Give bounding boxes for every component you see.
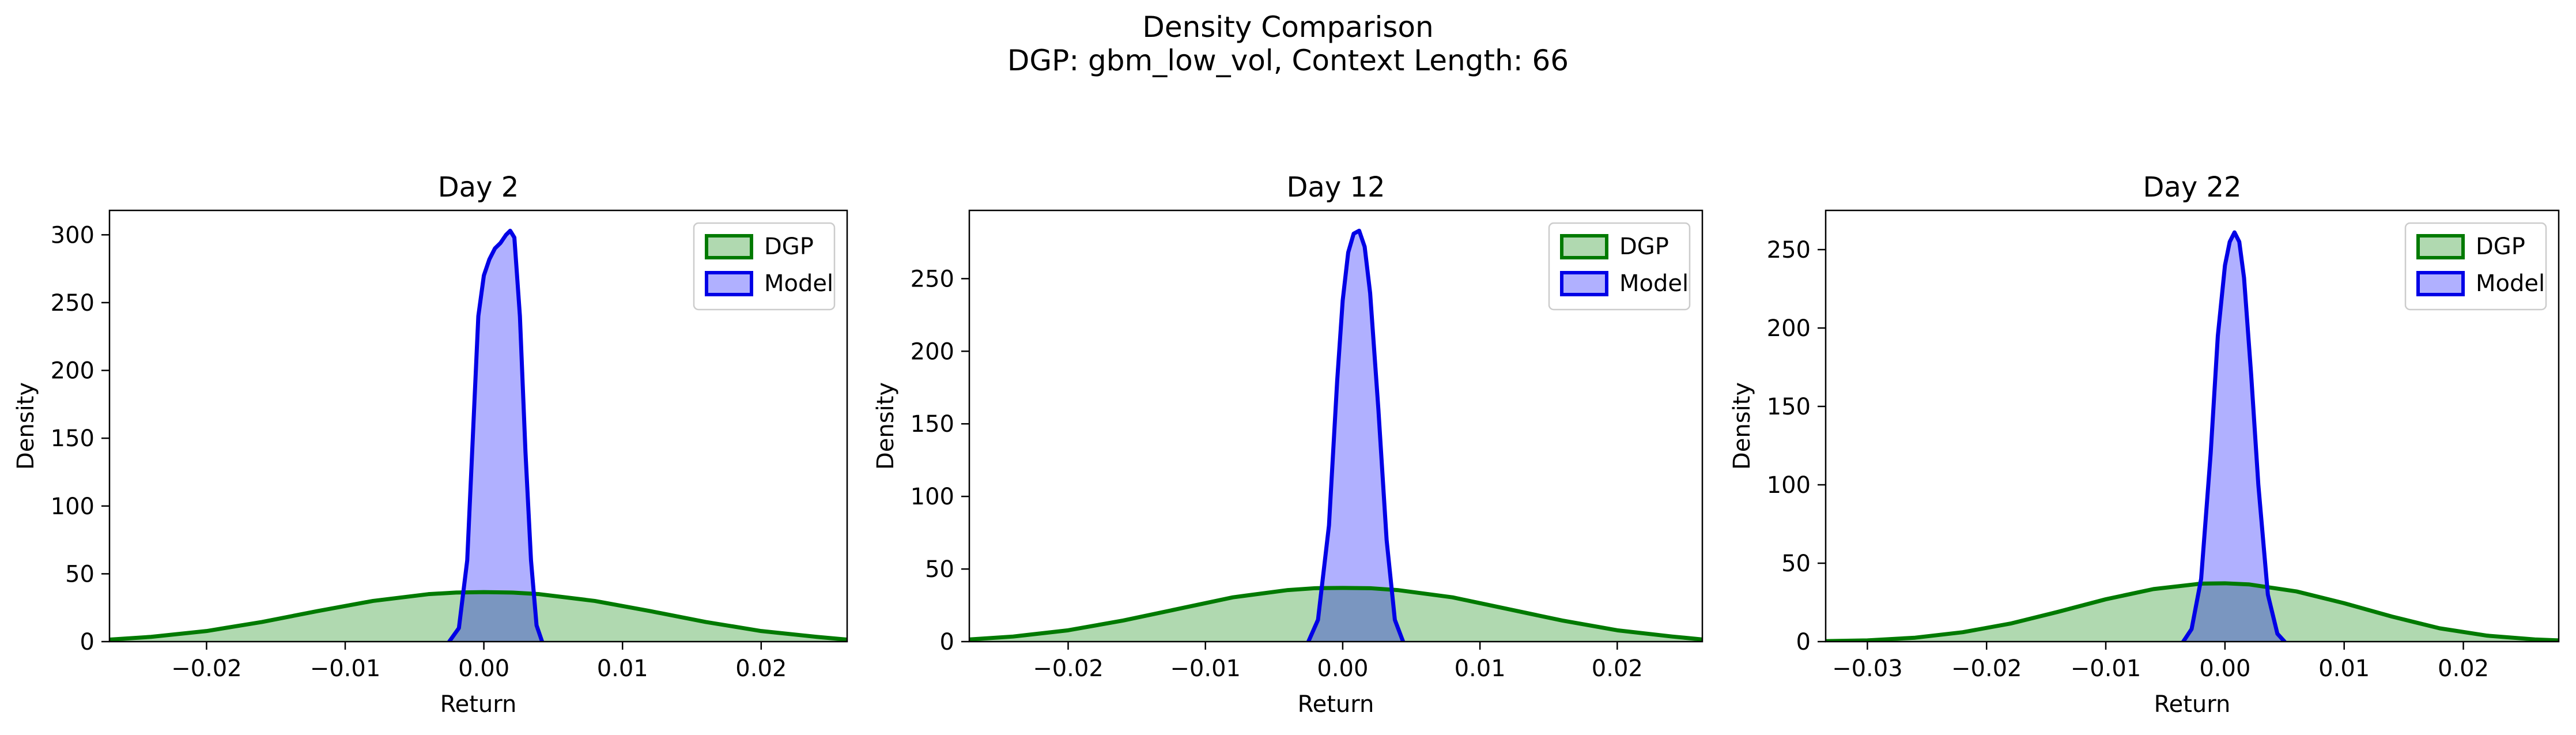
x-axis-label: Return <box>1298 691 1374 718</box>
x-tick-label: 0.00 <box>2199 655 2250 682</box>
overlap-area <box>449 592 542 642</box>
chart-panel-2: −0.02 −0.01 0.00 0.01 0.02 0 50 100 150 200 250 Day… <box>872 171 1704 718</box>
x-tick-label: −0.02 <box>171 655 242 682</box>
series-model-line <box>447 228 545 642</box>
legend-swatch-model <box>705 271 753 296</box>
legend-swatch-model <box>2416 271 2465 296</box>
legend-label-model: Model <box>1619 270 1689 297</box>
series-dgp-area <box>1826 583 2559 642</box>
x-tick-label: −0.01 <box>310 655 381 682</box>
chart-panel-1: −0.02 −0.01 0.00 0.01 0.02 0 50 100 150 200 250 300… <box>13 171 848 718</box>
x-tick-label: 0.00 <box>1317 655 1368 682</box>
y-tick-label: 250 <box>51 290 95 316</box>
legend-label-model: Model <box>2476 270 2545 297</box>
y-tick-label: 150 <box>1767 394 1811 420</box>
y-tick-label: 150 <box>911 411 954 438</box>
legend-label-model: Model <box>764 270 833 297</box>
x-tick-label: 0.02 <box>2438 655 2489 682</box>
y-tick-label: 200 <box>1767 315 1811 342</box>
x-tick-label: −0.02 <box>1951 655 2022 682</box>
x-tick-label: −0.03 <box>1832 655 1903 682</box>
chart-panel-3: −0.03 −0.02 −0.01 0.00 0.01 0.02 0 50 100 150 200 2… <box>1729 171 2560 718</box>
x-tick-label: 0.02 <box>735 655 787 682</box>
y-tick-label: 0 <box>940 629 954 655</box>
y-tick-label: 50 <box>925 556 954 583</box>
panel-title: Day 12 <box>1286 171 1385 203</box>
figure-title: Density Comparison <box>1142 10 1433 44</box>
chart-panels: −0.02 −0.01 0.00 0.01 0.02 0 50 100 150 200 250 300… <box>13 171 2560 718</box>
legend-label-dgp: DGP <box>2476 233 2525 260</box>
legend: DGP Model <box>2404 222 2547 311</box>
y-tick-label: 0 <box>80 629 95 655</box>
y-tick-label: 0 <box>1796 629 1811 655</box>
legend-swatch-dgp <box>1560 234 1608 259</box>
legend: DGP Model <box>693 222 836 311</box>
plot-area <box>1826 230 2559 642</box>
series-model-area <box>1308 231 1403 642</box>
legend-swatch-model <box>1560 271 1608 296</box>
panel-title: Day 22 <box>2143 171 2241 203</box>
y-axis-label: Density <box>13 382 39 470</box>
x-tick-label: 0.02 <box>1592 655 1643 682</box>
y-tick-label: 250 <box>1767 237 1811 263</box>
axes-frame <box>1825 209 2560 643</box>
x-tick-label: 0.01 <box>1455 655 1506 682</box>
axes-frame <box>968 209 1704 643</box>
y-tick-label: 200 <box>911 338 954 365</box>
figure-subtitle: DGP: gbm_low_vol, Context Length: 66 <box>1007 44 1569 77</box>
series-model-line <box>2181 230 2287 642</box>
axes-frame <box>108 209 848 643</box>
legend-swatch-dgp <box>2416 234 2465 259</box>
x-tick-label: −0.01 <box>2071 655 2141 682</box>
x-axis-label: Return <box>2154 691 2231 718</box>
legend-swatch-dgp <box>705 234 753 259</box>
x-tick-label: 0.01 <box>2318 655 2370 682</box>
y-tick-label: 100 <box>51 493 95 520</box>
overlap-area <box>1308 587 1403 642</box>
legend: DGP Model <box>1548 222 1691 311</box>
y-tick-label: 300 <box>51 222 95 248</box>
x-axis-label: Return <box>440 691 517 718</box>
panel-title: Day 2 <box>438 171 519 203</box>
series-model-line <box>1306 228 1406 642</box>
y-tick-label: 250 <box>911 266 954 292</box>
x-tick-label: 0.01 <box>597 655 648 682</box>
overlap-area <box>2183 583 2285 642</box>
series-dgp-line <box>969 586 1702 642</box>
legend-label-dgp: DGP <box>1619 233 1669 260</box>
y-tick-label: 200 <box>51 358 95 385</box>
x-tick-label: −0.02 <box>1033 655 1104 682</box>
y-tick-label: 50 <box>65 561 95 587</box>
x-tick-label: −0.01 <box>1170 655 1241 682</box>
y-axis-label: Density <box>1729 382 1755 470</box>
series-dgp-line <box>109 590 847 642</box>
y-tick-label: 150 <box>51 425 95 452</box>
y-tick-label: 100 <box>911 484 954 510</box>
x-tick-label: 0.00 <box>458 655 509 682</box>
series-dgp-line <box>1826 581 2559 642</box>
y-tick-label: 100 <box>1767 472 1811 499</box>
legend-label-dgp: DGP <box>764 233 814 260</box>
plot-area <box>109 228 847 642</box>
plot-area <box>969 228 1702 642</box>
series-model-area <box>2183 232 2285 642</box>
y-tick-label: 50 <box>1781 551 1811 577</box>
y-axis-label: Density <box>872 382 899 470</box>
